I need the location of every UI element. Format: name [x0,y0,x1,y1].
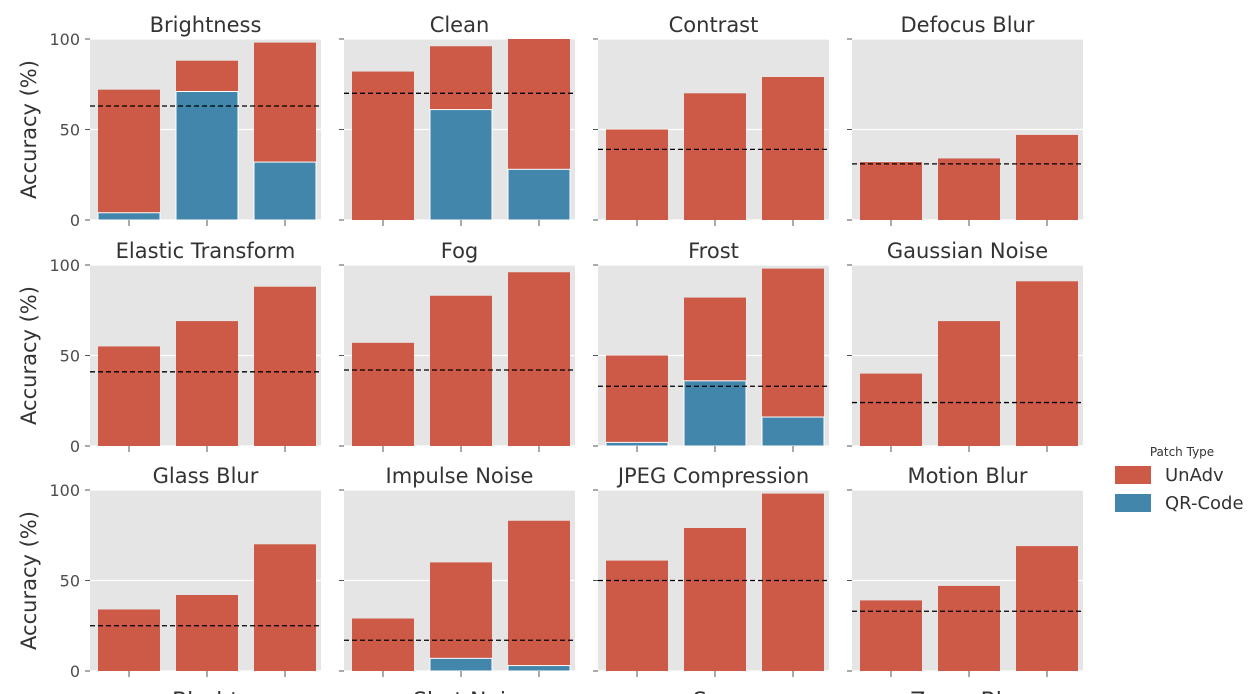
panel-title: JPEG Compression [616,464,809,488]
x-axis-label-clipped: Zoom Blur [910,689,1026,694]
bar-unadv [938,158,1000,220]
y-tick-label: 0 [70,437,80,456]
panel-jpeg-compression: JPEG Compression [593,464,829,677]
bar-unadv [1016,546,1078,671]
chart-panels: 0 50 100 Brightness Accuracy (%) Clean Contras… [17,13,1083,694]
bar-unadv [98,89,160,221]
y-tick-label: 100 [49,481,80,500]
x-axis-label-clipped: Sno [693,689,734,694]
legend-label-qrcode: QR-Code [1165,493,1244,514]
y-tick-label: 100 [49,30,80,49]
bar-unadv [98,346,160,446]
panel-title: Elastic Transform [116,239,296,263]
panel-title: Motion Blur [907,464,1027,488]
bar-unadv [430,295,492,446]
bar-unadv [762,268,824,446]
legend-swatch-unadv [1115,466,1151,484]
panel-glass-blur: 0 50 100 Glass Blur Accuracy (%) [17,464,321,681]
bar-qrcode [97,212,161,221]
panel-title: Clean [430,13,490,37]
bar-qrcode [507,168,571,221]
bar-unadv [176,594,238,671]
bar-qrcode [761,416,825,447]
bar-unadv [352,342,414,446]
bar-qrcode [683,380,747,447]
bar-unadv [430,562,492,671]
panel-frost: Frost [593,239,829,452]
panel-contrast: Contrast [593,13,829,226]
bar-unadv [1016,281,1078,446]
y-tick-label: 100 [49,256,80,275]
panel-title: Frost [688,239,739,263]
y-tick-label: 50 [60,121,80,140]
bar-qrcode [507,665,571,672]
y-tick-label: 0 [70,662,80,681]
bar-unadv [860,373,922,446]
panel-defocus-blur: Defocus Blur [847,13,1083,226]
y-tick-label: 50 [60,347,80,366]
bar-unadv [684,93,746,220]
panel-clean: Clean [339,13,575,226]
bar-unadv [98,609,160,671]
panel-gaussian-noise: Gaussian Noise [847,239,1083,452]
bar-qrcode [429,657,493,672]
bar-unadv [254,544,316,671]
legend-label-unadv: UnAdv [1165,465,1224,486]
chart-legend: Patch Type UnAdv QR-Code [1115,445,1244,514]
bar-unadv [1016,134,1078,220]
bar-unadv [508,272,570,446]
bar-qrcode [605,441,669,447]
bar-unadv [860,600,922,671]
x-axis-label-clipped: Blurbt [172,689,239,694]
panel-title: Impulse Noise [386,464,534,488]
y-axis-label: Accuracy (%) [17,60,41,199]
bar-unadv [508,520,570,671]
bar-unadv [606,129,668,220]
bar-unadv [606,355,668,446]
bar-unadv [860,162,922,220]
bar-qrcode [429,109,493,221]
bar-unadv [762,493,824,671]
bar-qrcode [253,161,317,221]
y-axis-label: Accuracy (%) [17,286,41,425]
x-axis-label-clipped: Shot Noi [413,689,506,694]
y-tick-label: 50 [60,572,80,591]
panel-title: Contrast [669,13,759,37]
panel-impulse-noise: Impulse Noise [339,464,575,677]
panel-title: Glass Blur [153,464,259,488]
panel-fog: Fog [339,239,575,452]
bar-unadv [938,585,1000,671]
bar-unadv [684,528,746,671]
bar-unadv [176,321,238,446]
panel-title: Defocus Blur [901,13,1035,37]
bar-unadv [938,321,1000,446]
panel-elastic-transform: 0 50 100 Elastic Transform Accuracy (%) [17,239,321,456]
panel-brightness: 0 50 100 Brightness Accuracy (%) [17,13,321,230]
panel-motion-blur: Motion Blur [847,464,1083,677]
panel-title: Fog [441,239,479,263]
bar-unadv [352,618,414,671]
bar-unadv [352,71,414,220]
panel-title: Gaussian Noise [887,239,1048,263]
panel-title: Brightness [150,13,262,37]
bar-qrcode [175,90,239,221]
legend-swatch-qrcode [1115,494,1151,512]
y-tick-label: 0 [70,211,80,230]
legend-title: Patch Type [1150,445,1214,459]
y-axis-label: Accuracy (%) [17,511,41,650]
bar-unadv [606,560,668,671]
bar-unadv [254,286,316,446]
bar-unadv [762,77,824,220]
